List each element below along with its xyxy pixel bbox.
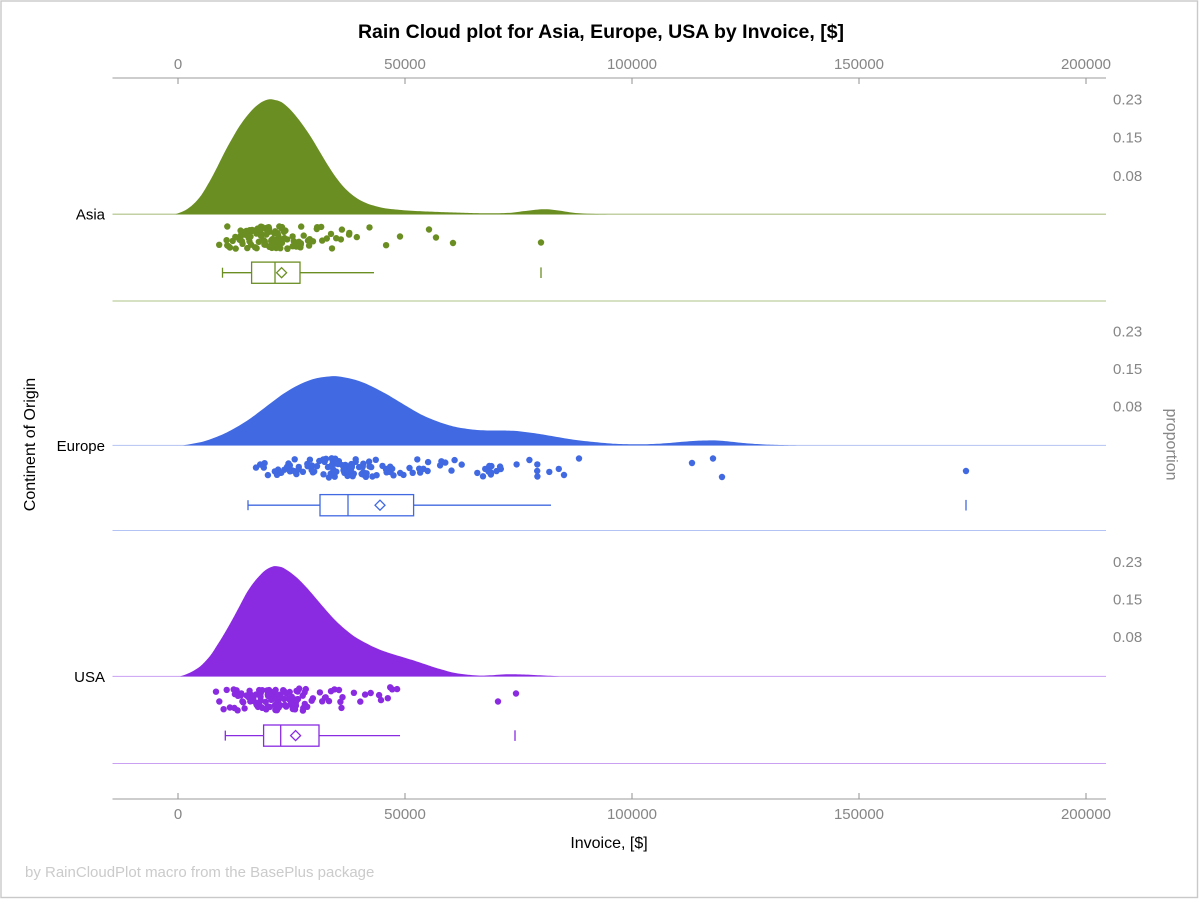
svg-text:USA: USA [74,669,105,686]
svg-text:0: 0 [174,56,182,73]
svg-text:Continent of Origin: Continent of Origin [22,378,39,511]
svg-text:0.15: 0.15 [1113,592,1142,609]
svg-text:200000: 200000 [1061,806,1111,823]
svg-text:100000: 100000 [607,56,657,73]
svg-text:0.08: 0.08 [1113,629,1142,646]
svg-text:0.23: 0.23 [1113,323,1142,340]
svg-text:50000: 50000 [384,56,426,73]
svg-text:100000: 100000 [607,806,657,823]
svg-text:0: 0 [174,806,182,823]
svg-text:150000: 150000 [834,806,884,823]
svg-text:200000: 200000 [1061,56,1111,73]
svg-text:0.23: 0.23 [1113,92,1142,109]
svg-text:by RainCloudPlot macro from th: by RainCloudPlot macro from the BasePlus… [25,864,374,881]
svg-text:Invoice, [$]: Invoice, [$] [570,835,647,852]
svg-text:0.08: 0.08 [1113,168,1142,185]
svg-text:0.15: 0.15 [1113,130,1142,147]
svg-text:0.15: 0.15 [1113,361,1142,378]
svg-text:Europe: Europe [57,438,105,455]
svg-text:0.23: 0.23 [1113,554,1142,571]
svg-text:0.08: 0.08 [1113,398,1142,415]
svg-text:50000: 50000 [384,806,426,823]
svg-text:Rain Cloud plot for Asia, Euro: Rain Cloud plot for Asia, Europe, USA by… [358,21,844,43]
svg-text:150000: 150000 [834,56,884,73]
svg-text:Asia: Asia [76,207,106,224]
svg-text:proportion: proportion [1163,408,1180,480]
